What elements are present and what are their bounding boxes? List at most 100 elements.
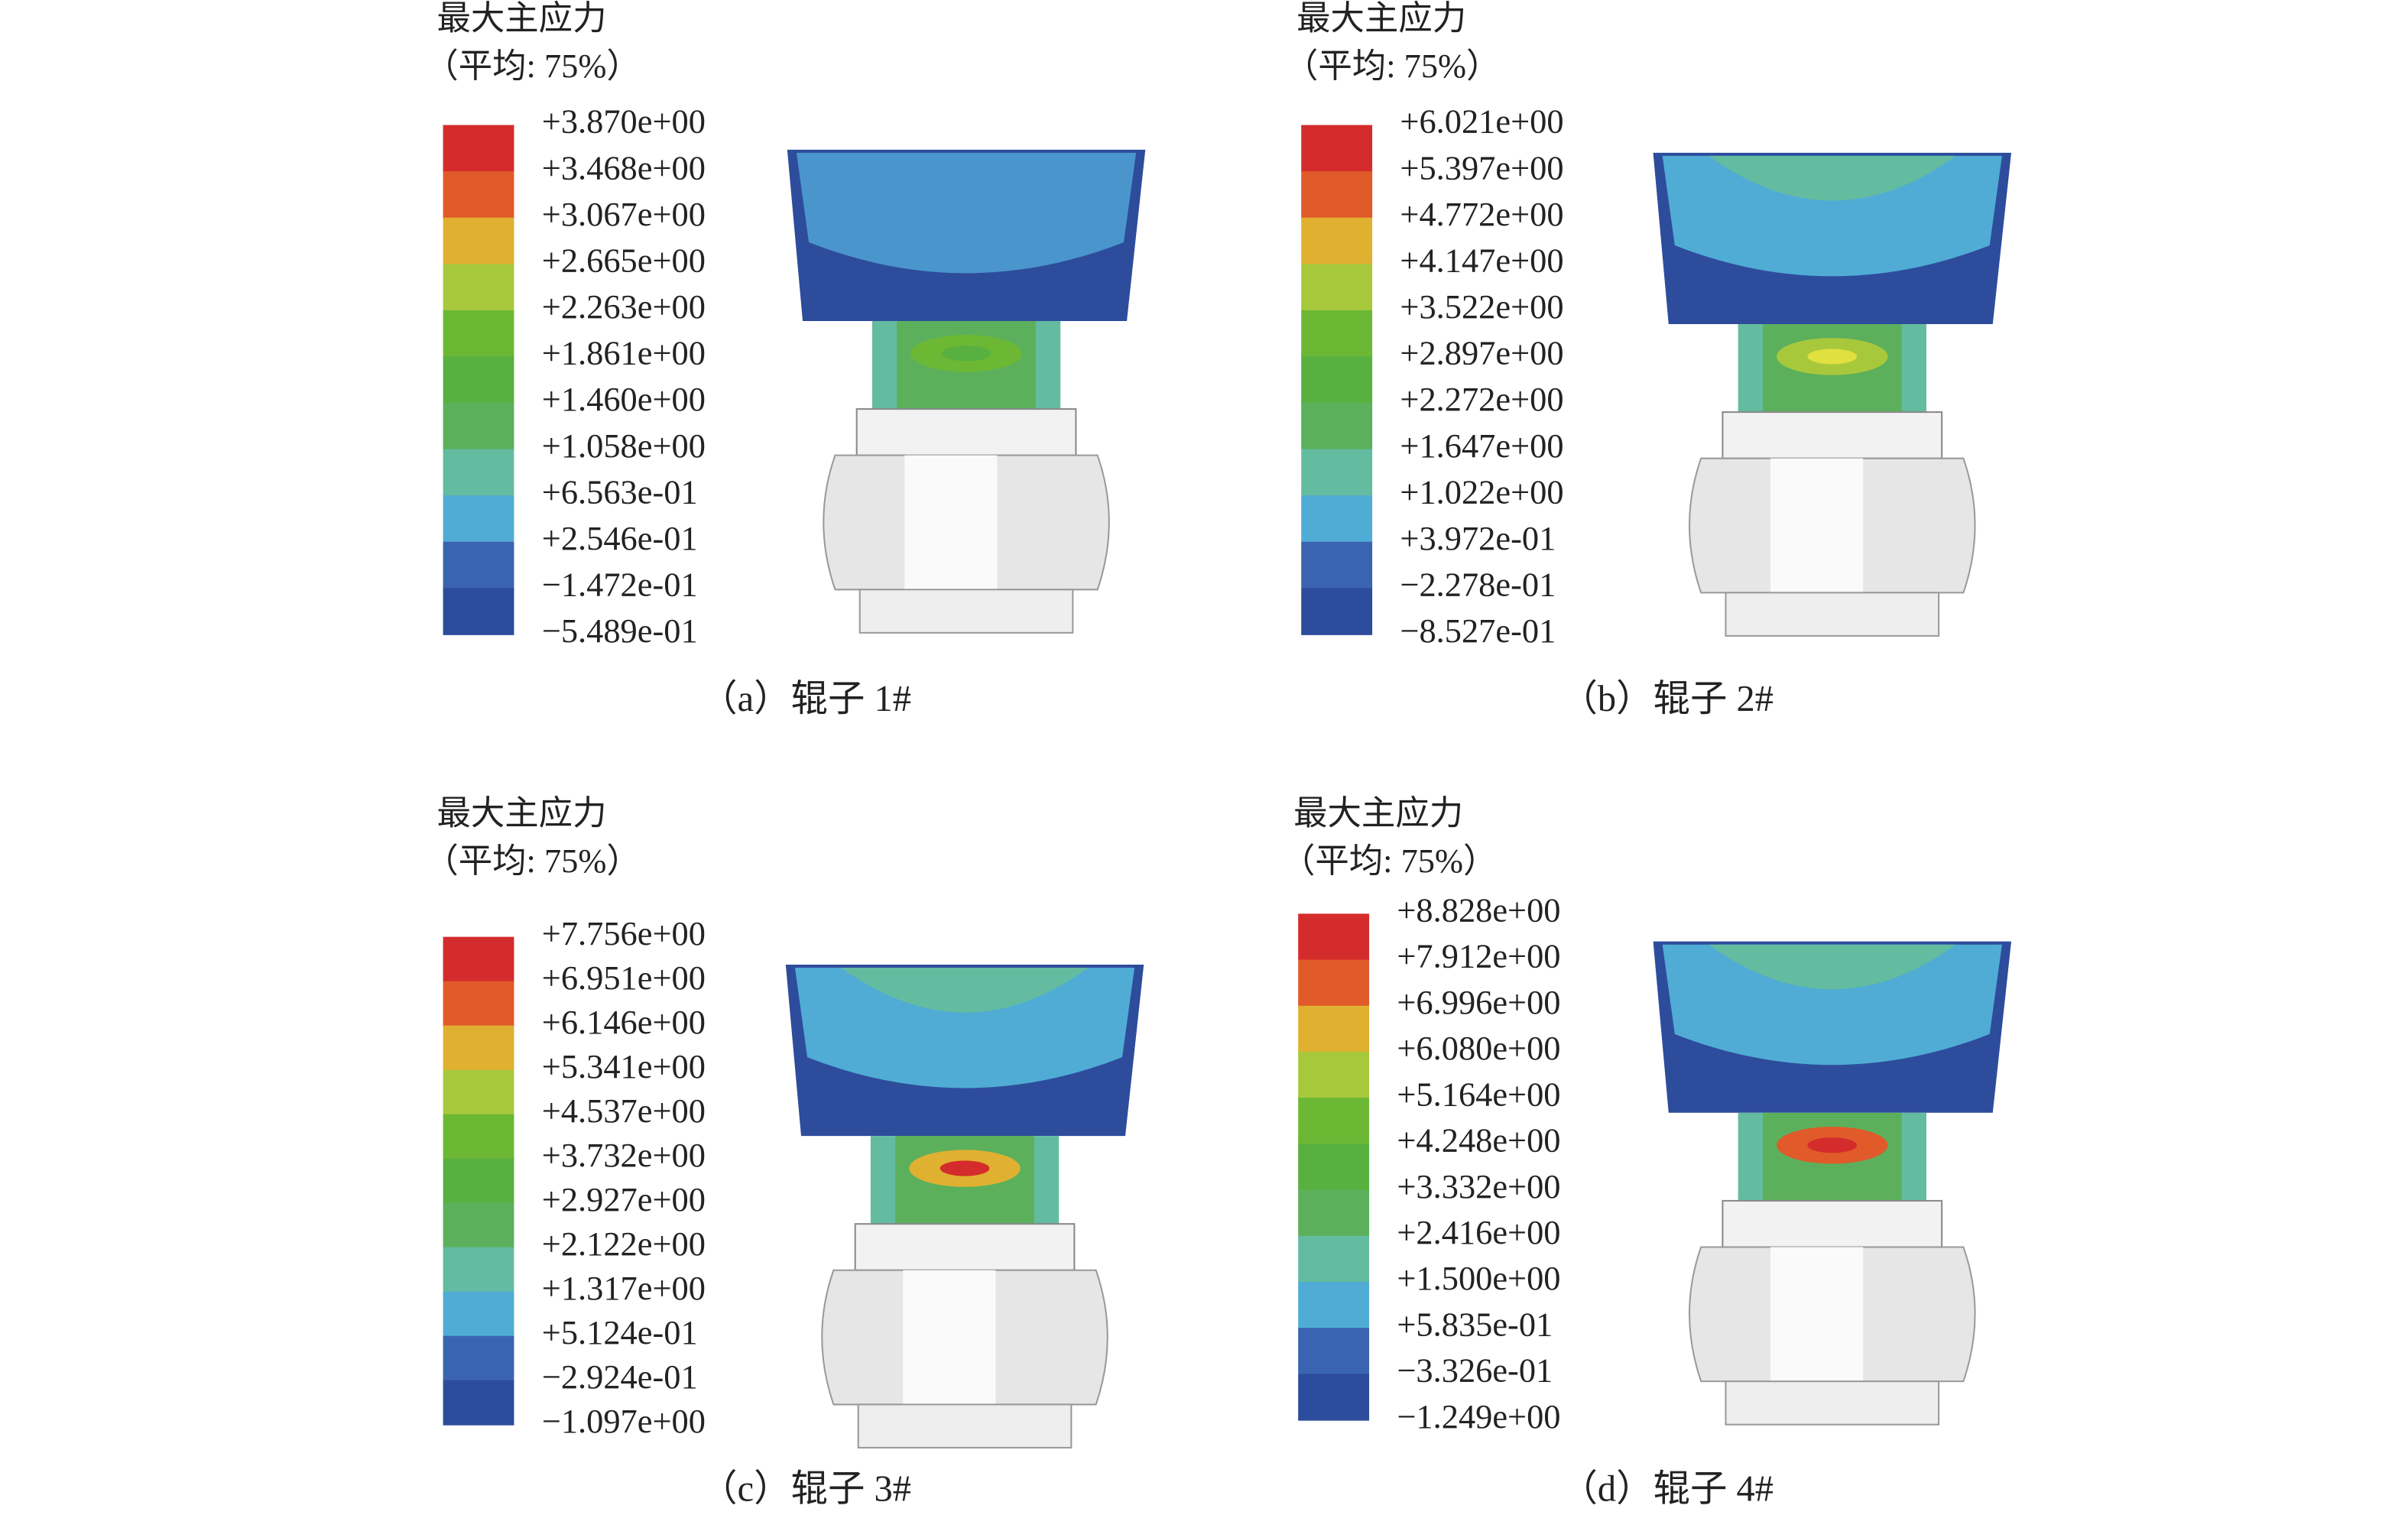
- legend-band: [1298, 1281, 1370, 1329]
- roller-ring: [1725, 1380, 1940, 1426]
- legend-label: +6.021e+00: [1400, 102, 1563, 141]
- legend-title: 最大主应力: [1293, 793, 1463, 832]
- legend-subtitle: （平均: 75%）: [424, 47, 640, 85]
- roller-barrel-light: [904, 455, 998, 590]
- legend-label: +2.897e+00: [1400, 334, 1563, 372]
- legend-band: [443, 1025, 514, 1071]
- caption: （a）辊子 1#: [700, 679, 911, 719]
- legend-label: +1.861e+00: [542, 334, 706, 372]
- legend-label: −2.924e-01: [542, 1358, 698, 1396]
- roller-neck-peak: [941, 345, 991, 362]
- legend-label: −1.249e+00: [1397, 1397, 1560, 1436]
- legend-label: +2.272e+00: [1400, 380, 1563, 418]
- legend-band: [1298, 1098, 1370, 1145]
- legend-band: [1301, 264, 1373, 311]
- legend-label: +7.756e+00: [542, 914, 706, 952]
- legend-band: [443, 588, 514, 635]
- legend-label: +3.522e+00: [1400, 287, 1563, 326]
- roller-cup-inner: [1662, 944, 2002, 1066]
- legend-band: [443, 1069, 514, 1115]
- legend-band: [1301, 541, 1373, 589]
- legend-label: −1.472e-01: [542, 565, 698, 603]
- caption: （b）辊子 2#: [1560, 679, 1774, 719]
- roller-collar: [1722, 411, 1943, 459]
- legend-label: +8.828e+00: [1397, 891, 1560, 929]
- legend-band: [1301, 310, 1373, 358]
- roller-neck-peak: [1807, 349, 1858, 365]
- legend-label: +2.416e+00: [1397, 1213, 1560, 1251]
- roller-barrel-light: [903, 1270, 996, 1405]
- legend-band: [1301, 402, 1373, 450]
- legend-band: [1298, 1005, 1370, 1053]
- legend-label: +7.912e+00: [1397, 937, 1560, 975]
- legend-label: −2.278e-01: [1400, 565, 1556, 603]
- legend-band: [443, 402, 514, 450]
- legend-label: +6.563e-01: [542, 472, 698, 511]
- legend-band: [443, 1380, 514, 1426]
- legend-band: [1298, 1328, 1370, 1375]
- legend-band: [443, 217, 514, 265]
- legend-band: [1298, 913, 1370, 961]
- legend-label: +1.500e+00: [1397, 1259, 1560, 1297]
- roller-cup-inner: [794, 968, 1135, 1088]
- legend-band: [443, 171, 514, 219]
- legend-subtitle: （平均: 75%）: [1284, 47, 1500, 85]
- roller-ring: [1725, 592, 1940, 637]
- legend-band: [443, 1114, 514, 1160]
- legend-label: +6.146e+00: [542, 1003, 706, 1041]
- legend-label: +2.665e+00: [542, 241, 706, 279]
- panel: 最大主应力 （平均: 75%） +6.021e+00 +5.397e+00 +4.772…: [1284, 0, 2012, 719]
- roller-cup-inner: [796, 152, 1137, 274]
- legend-band: [443, 1247, 514, 1293]
- legend-label: +6.951e+00: [542, 959, 706, 997]
- legend-label: +3.972e-01: [1400, 519, 1556, 557]
- legend-band: [1301, 588, 1373, 635]
- legend-title: 最大主应力: [1296, 0, 1466, 37]
- legend-label: +2.122e+00: [542, 1225, 706, 1263]
- legend-label: +2.927e+00: [542, 1180, 706, 1218]
- roller-barrel-light: [1770, 458, 1864, 593]
- roller-cup-top: [1709, 155, 1956, 201]
- legend-band: [1301, 495, 1373, 543]
- legend-band: [1298, 959, 1370, 1007]
- roller-collar: [854, 1223, 1076, 1271]
- legend-label: −8.527e-01: [1400, 612, 1556, 650]
- legend-label: +3.468e+00: [542, 148, 706, 187]
- roller-ring: [858, 589, 1074, 634]
- roller-cup-top: [1709, 944, 1956, 990]
- roller-collar: [1722, 1199, 1943, 1248]
- legend-label: +5.124e-01: [542, 1313, 698, 1351]
- legend-title: 最大主应力: [436, 0, 606, 37]
- legend-label: +5.397e+00: [1400, 148, 1563, 187]
- legend-label: +1.460e+00: [542, 380, 706, 418]
- legend-band: [1298, 1051, 1370, 1099]
- roller-cup-inner: [1662, 155, 2002, 277]
- legend-label: +1.647e+00: [1400, 427, 1563, 465]
- panel: 最大主应力 （平均: 75%） +3.870e+00 +3.468e+00 +3.067…: [424, 0, 1146, 719]
- roller-ring: [857, 1403, 1073, 1448]
- legend-label: +4.147e+00: [1400, 241, 1563, 279]
- legend-subtitle: （平均: 75%）: [424, 842, 640, 880]
- roller-cup-top: [841, 968, 1089, 1013]
- legend-band: [443, 1335, 514, 1381]
- legend-label: +4.537e+00: [542, 1092, 706, 1130]
- legend-band: [1301, 217, 1373, 265]
- roller-barrel-light: [1770, 1247, 1864, 1382]
- legend-label: +3.732e+00: [542, 1136, 706, 1174]
- legend-subtitle: （平均: 75%）: [1281, 842, 1497, 880]
- legend-band: [1301, 449, 1373, 497]
- panel: 最大主应力 （平均: 75%） +7.756e+00 +6.951e+00 +6.146…: [424, 793, 1144, 1510]
- legend-band: [443, 1158, 514, 1204]
- legend-band: [443, 495, 514, 543]
- legend-band: [443, 310, 514, 358]
- legend-title: 最大主应力: [436, 793, 606, 832]
- legend-label: +2.263e+00: [542, 287, 706, 326]
- roller-collar: [855, 408, 1077, 456]
- legend-band: [443, 264, 514, 311]
- legend-label: +5.164e+00: [1397, 1075, 1560, 1113]
- legend-label: −3.326e-01: [1397, 1351, 1553, 1390]
- caption: （c）辊子 3#: [700, 1469, 911, 1510]
- caption: （d）辊子 4#: [1560, 1469, 1774, 1510]
